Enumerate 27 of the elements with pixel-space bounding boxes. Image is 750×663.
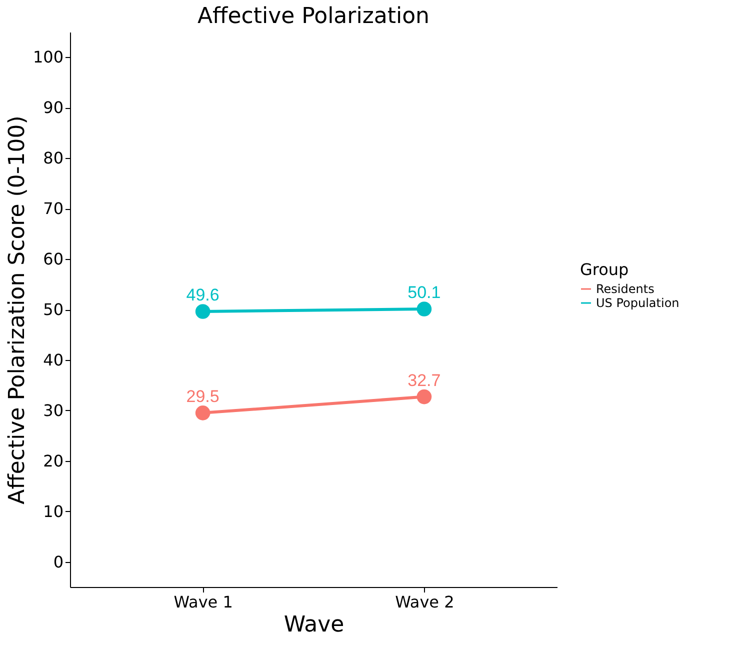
y-tick-label: 100 xyxy=(32,48,64,67)
y-tick-label: 60 xyxy=(43,250,64,269)
x-axis-title: Wave xyxy=(284,612,344,638)
y-tick-label: 80 xyxy=(43,148,64,168)
y-tick-label: 0 xyxy=(53,552,64,572)
data-label: 32.7 xyxy=(408,370,441,390)
y-tick-label: 40 xyxy=(43,350,64,370)
y-tick-label: 90 xyxy=(43,98,64,118)
x-tick-label: Wave 2 xyxy=(395,592,454,612)
legend-label: US Population xyxy=(596,296,680,310)
point xyxy=(195,304,210,319)
data-label: 50.1 xyxy=(408,282,441,302)
y-tick-label: 70 xyxy=(43,199,64,218)
y-tick-label: 20 xyxy=(43,451,64,470)
y-axis-title: Affective Polarization Score (0-100) xyxy=(4,116,30,504)
y-tick-label: 10 xyxy=(43,502,64,521)
point xyxy=(416,389,432,404)
chart-title: Affective Polarization xyxy=(198,4,430,29)
data-label: 49.6 xyxy=(186,286,220,305)
point xyxy=(195,406,210,420)
y-tick-label: 50 xyxy=(43,300,64,319)
data-label: 29.5 xyxy=(186,386,220,406)
x-tick-label: Wave 1 xyxy=(174,592,233,612)
legend-title: Group xyxy=(580,260,629,279)
point xyxy=(416,302,432,316)
legend-label: Residents xyxy=(596,282,654,296)
y-tick-label: 30 xyxy=(43,400,64,420)
